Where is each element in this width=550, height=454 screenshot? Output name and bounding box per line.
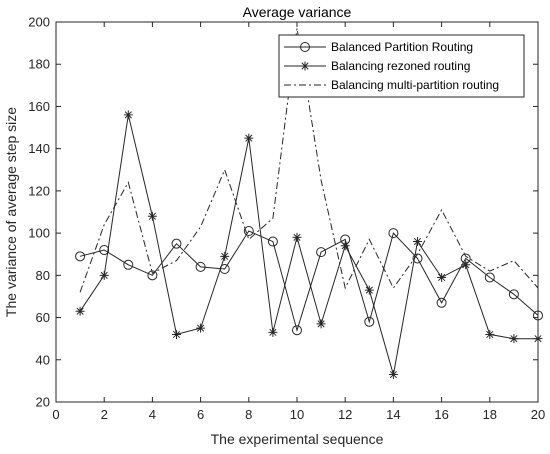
y-tick-label: 100	[28, 226, 50, 241]
asterisk-marker	[99, 270, 109, 280]
series-2	[75, 110, 543, 380]
series-line	[79, 28, 539, 293]
y-tick-label: 200	[28, 15, 50, 30]
circle-marker	[147, 270, 158, 281]
asterisk-marker	[485, 329, 495, 339]
x-tick-label: 10	[290, 407, 304, 422]
circle-marker	[99, 245, 110, 255]
asterisk-marker	[340, 241, 350, 251]
circle-marker	[300, 42, 310, 52]
y-tick-label: 180	[28, 57, 50, 72]
y-tick-label: 20	[36, 395, 50, 410]
asterisk-marker	[268, 327, 278, 337]
asterisk-marker	[388, 370, 398, 380]
asterisk-marker	[316, 319, 326, 329]
x-axis-label: The experimental sequence	[211, 431, 384, 447]
legend-item: Balancing rezoned routing	[284, 59, 470, 73]
y-tick-label: 80	[36, 268, 50, 283]
y-axis-label: The variance of average step size	[3, 107, 19, 317]
series-line	[79, 230, 539, 332]
y-tick-label: 60	[36, 310, 50, 325]
x-tick-label: 16	[434, 407, 448, 422]
asterisk-marker	[533, 334, 543, 344]
circle-marker	[316, 247, 327, 258]
circle-marker	[508, 289, 519, 300]
circle-marker	[243, 226, 254, 236]
asterisk-marker	[300, 61, 310, 71]
asterisk-marker	[437, 272, 447, 282]
circle-marker	[388, 228, 399, 239]
asterisk-marker	[220, 251, 230, 261]
circle-marker	[171, 238, 182, 249]
legend-label: Balancing multi-partition routing	[331, 78, 499, 92]
circle-marker	[123, 259, 134, 270]
asterisk-marker	[509, 334, 519, 344]
asterisk-marker	[123, 110, 133, 120]
x-tick-label: 20	[531, 407, 545, 422]
circle-marker	[292, 325, 302, 336]
x-tick-label: 4	[149, 407, 156, 422]
chart-title: Average variance	[243, 4, 352, 20]
legend-label: Balancing rezoned routing	[331, 59, 470, 73]
y-tick-label: 40	[36, 352, 50, 367]
circle-marker	[436, 297, 447, 308]
series-layer	[75, 28, 543, 380]
circle-marker	[364, 316, 375, 327]
series-1	[75, 226, 543, 336]
circle-marker	[75, 251, 86, 262]
asterisk-marker	[364, 285, 374, 295]
x-tick-label: 8	[245, 407, 252, 422]
asterisk-marker	[196, 323, 206, 333]
legend-label: Balanced Partition Routing	[331, 40, 473, 54]
circle-marker	[484, 272, 495, 283]
series-3	[79, 28, 539, 293]
series-line	[79, 114, 538, 375]
circle-marker	[195, 261, 206, 272]
x-tick-label: 6	[197, 407, 204, 422]
asterisk-marker	[413, 237, 422, 247]
y-tick-label: 120	[28, 183, 50, 198]
asterisk-marker	[292, 232, 302, 242]
asterisk-marker	[461, 260, 471, 270]
axes: 0 2 4 6 8 10 12 14 16 18 20 20 40 60 80 100 120 140 160 180…	[28, 15, 545, 423]
x-tick-label: 12	[338, 407, 352, 422]
x-tick-label: 0	[52, 407, 59, 422]
x-tick-label: 14	[386, 407, 400, 422]
x-tick-label: 2	[101, 407, 108, 422]
legend: Balanced Partition Routing Balancing rezo…	[278, 34, 525, 98]
asterisk-marker	[147, 211, 157, 221]
legend-item: Balanced Partition Routing	[284, 40, 473, 54]
asterisk-marker	[244, 133, 254, 143]
y-tick-label: 140	[28, 141, 50, 156]
x-tick-label: 18	[483, 407, 497, 422]
asterisk-marker	[75, 306, 85, 316]
circle-marker	[533, 310, 543, 321]
y-tick-label: 160	[28, 99, 50, 114]
asterisk-marker	[172, 329, 181, 339]
circle-marker	[267, 236, 278, 247]
legend-item: Balancing multi-partition routing	[284, 78, 499, 92]
